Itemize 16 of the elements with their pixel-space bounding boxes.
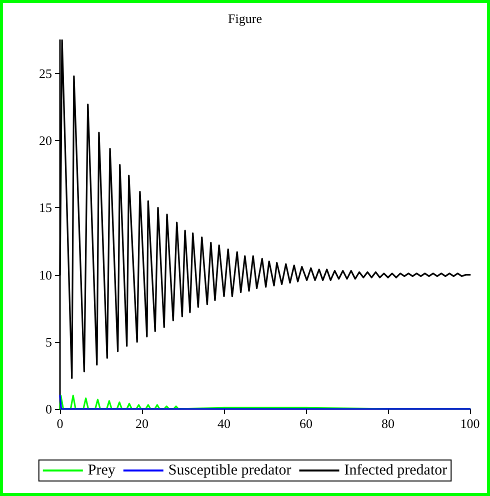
chart-title: Figure	[228, 11, 262, 26]
x-tick-label: 100	[460, 416, 480, 431]
y-tick-label: 0	[46, 402, 52, 416]
legend-label: Susceptible predator	[168, 462, 292, 478]
x-tick-label: 80	[382, 416, 394, 431]
x-tick-label: 20	[136, 416, 148, 431]
y-tick-label: 25	[39, 66, 52, 82]
x-tick-label: 40	[218, 416, 230, 431]
y-tick-label: 10	[39, 267, 52, 282]
x-tick-label: 0	[56, 416, 64, 431]
legend-label: Infected predator	[344, 462, 448, 478]
legend-label: Prey	[88, 462, 116, 478]
y-tick-label: 15	[39, 200, 52, 216]
y-tick-label: 5	[46, 334, 52, 350]
y-tick-label: 20	[39, 133, 52, 148]
x-tick-label: 60	[300, 416, 312, 431]
